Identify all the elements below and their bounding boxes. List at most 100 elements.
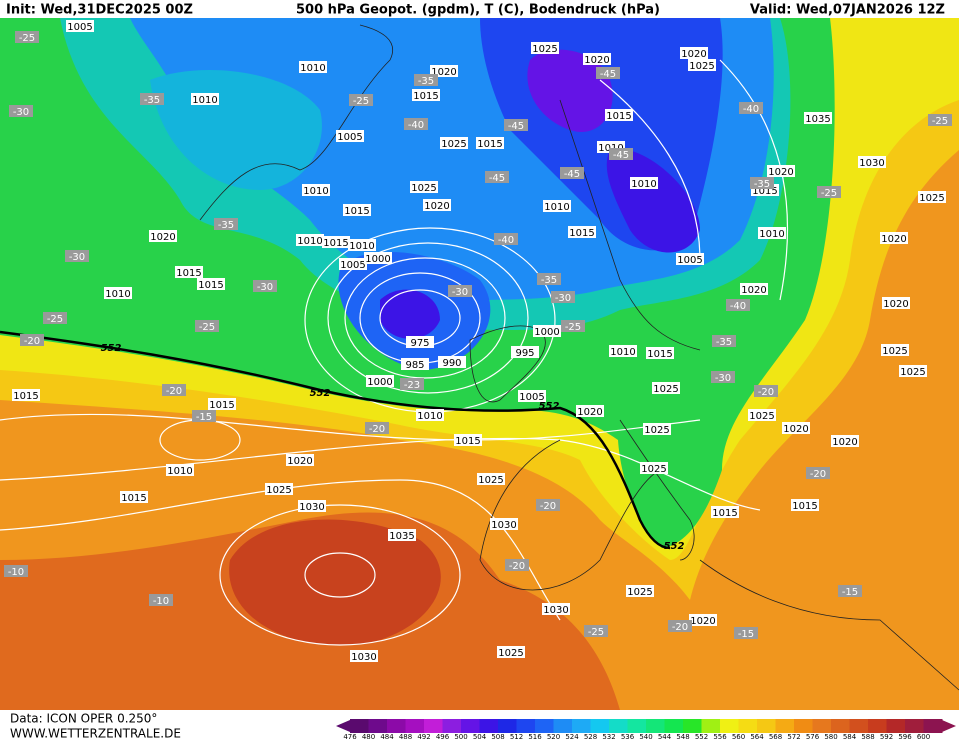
colorbar-cell — [868, 719, 887, 733]
isobar-label-box — [630, 177, 658, 189]
isobar-label: 1010 — [759, 229, 784, 240]
colorbar-arrow — [942, 720, 956, 732]
isobar-label-box — [191, 93, 219, 105]
colorbar-cell — [905, 719, 924, 733]
isobar-label-box — [576, 405, 604, 417]
colorbar-cell — [387, 719, 406, 733]
isobar-label: 990 — [442, 358, 461, 369]
colorbar-cell — [516, 719, 536, 733]
isobar-label-box — [518, 390, 546, 402]
temperature-label-box — [734, 627, 758, 639]
isobar-label: 1025 — [644, 425, 669, 436]
temperature-label-box — [560, 167, 584, 179]
isobar-label: 1020 — [577, 407, 602, 418]
colorbar-label: 480 — [362, 733, 375, 741]
temperature-label-box — [726, 299, 750, 311]
isobar-label: 1005 — [337, 132, 362, 143]
isobar-label: 1015 — [413, 91, 438, 102]
temperature-label-box — [494, 233, 518, 245]
isobar-label-box — [348, 239, 376, 251]
isobar-label-box — [740, 283, 768, 295]
colorbar-label: 488 — [399, 733, 412, 741]
temperature-label: -45 — [508, 121, 524, 132]
isobar-label-box — [410, 181, 438, 193]
temperature-label-box — [551, 291, 575, 303]
colorbar-label: 560 — [732, 733, 745, 741]
isobar-label-box — [609, 345, 637, 357]
colorbar-cell — [683, 719, 702, 733]
temperature-label: -30 — [13, 107, 29, 118]
isobar-label-box — [831, 435, 859, 447]
isobar-label: 1025 — [641, 464, 666, 475]
isobar-label-box — [440, 137, 468, 149]
temperature-label-box — [806, 467, 830, 479]
temperature-label: -20 — [369, 424, 385, 435]
temperature-label-box — [609, 148, 633, 160]
isobar-label: 1025 — [749, 411, 774, 422]
temperature-label-box — [537, 273, 561, 285]
isobar-label: 1015 — [323, 238, 348, 249]
temperature-label: -25 — [932, 116, 948, 127]
isobar-label-box — [350, 650, 378, 662]
isobar-label: 1020 — [881, 234, 906, 245]
colorbar-cell — [812, 719, 832, 733]
temperature-label-box — [739, 102, 763, 114]
temperature-label: -10 — [153, 596, 169, 607]
temperature-label-box — [400, 378, 424, 390]
colorbar-cell — [461, 719, 480, 733]
temperature-label: -20 — [24, 336, 40, 347]
isobar-label: 1015 — [647, 349, 672, 360]
isobar-label: 1020 — [690, 616, 715, 627]
isobar-label: 1020 — [287, 456, 312, 467]
temperature-label-box — [9, 105, 33, 117]
temperature-label-box — [505, 559, 529, 571]
isobar-label-box — [568, 226, 596, 238]
temperature-label-box — [404, 118, 428, 130]
temperature-label-box — [711, 371, 735, 383]
temperature-label-box — [65, 250, 89, 262]
isobar-label: 1005 — [340, 260, 365, 271]
isobar-label: 1025 — [498, 648, 523, 659]
init-time: Init: Wed,31DEC2025 00Z — [6, 3, 193, 18]
temperature-label: -10 — [8, 567, 24, 578]
isobar-label-box — [542, 603, 570, 615]
temperature-label: -25 — [47, 314, 63, 325]
isobar-label-box — [12, 389, 40, 401]
isobar-label-box — [438, 356, 466, 368]
isobar-label: 1020 — [768, 167, 793, 178]
isobar-label: 1025 — [882, 346, 907, 357]
isobar-label: 1000 — [365, 254, 390, 265]
temperature-label-box — [365, 422, 389, 434]
isobar-label-box — [149, 230, 177, 242]
isobar-label-box — [197, 278, 225, 290]
temperature-label-box — [596, 67, 620, 79]
isobar-label-box — [531, 42, 559, 54]
isobar-label: 1010 — [303, 186, 328, 197]
isobar-label-box — [689, 614, 717, 626]
colorbar-cell — [849, 719, 869, 733]
header-bar — [0, 0, 959, 18]
labels: 1005101010101005101010151020101510151010… — [4, 20, 952, 663]
isobar-label: 1035 — [389, 531, 414, 542]
isobar-label: 1015 — [752, 186, 777, 197]
isobar-label: 1015 — [13, 391, 38, 402]
isobar-label: 1020 — [832, 437, 857, 448]
isobar-label: 1010 — [297, 236, 322, 247]
field-high — [229, 519, 441, 646]
temperature-label-box — [485, 171, 509, 183]
colorbar-cell — [442, 719, 462, 733]
temperature-label-box — [838, 585, 862, 597]
temperature-label: -40 — [408, 120, 424, 131]
isobar-label-box — [298, 500, 326, 512]
temperature-label: -30 — [257, 282, 273, 293]
colorbar-label: 552 — [695, 733, 708, 741]
temperature-label-box — [4, 565, 28, 577]
isobar-label: 1020 — [150, 232, 175, 243]
temperature-label-box — [754, 385, 778, 397]
isobar-label-box — [322, 236, 350, 248]
isobar-label-box — [423, 199, 451, 211]
temperature-label: -30 — [69, 252, 85, 263]
temperature-label: -35 — [541, 275, 557, 286]
isobar-label: 1025 — [478, 475, 503, 486]
